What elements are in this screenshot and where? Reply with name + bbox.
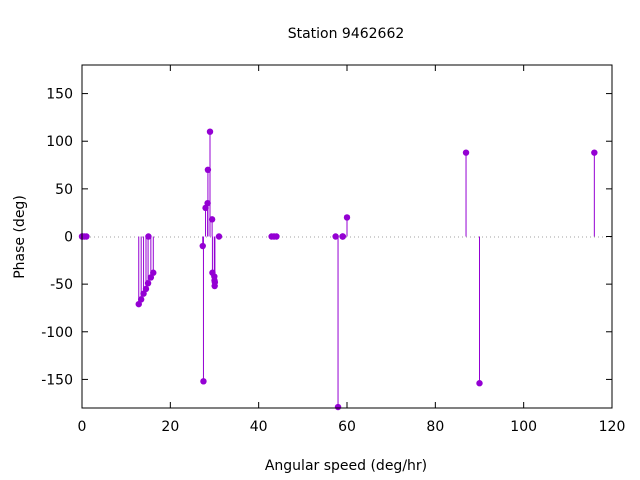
data-point — [476, 380, 483, 387]
y-tick-label: -50 — [50, 277, 73, 293]
data-point — [135, 300, 142, 308]
y-tick-label: 50 — [55, 182, 73, 198]
data-point — [208, 216, 216, 223]
data-point — [144, 279, 152, 287]
y-axis-label: Phase (deg) — [12, 195, 28, 279]
plot-frame — [81, 64, 613, 409]
x-axis-label: Angular speed (deg/hr) — [265, 458, 427, 474]
data-point — [204, 166, 212, 174]
x-tick-label: 80 — [426, 419, 444, 435]
data-point — [140, 290, 147, 297]
data-point — [147, 274, 155, 281]
data-point — [137, 296, 145, 303]
data-point — [204, 199, 211, 207]
axis-ticks: 0 20 40 60 80 100 120 -150 -100 -50 0 50 100 150 — [41, 65, 625, 435]
data-point — [83, 233, 90, 240]
data-point — [211, 279, 219, 286]
y-tick-label: -150 — [41, 372, 73, 388]
data-points — [78, 128, 598, 411]
y-tick-label: -100 — [41, 325, 73, 341]
y-tick-label: 0 — [64, 230, 73, 246]
y-tick-label: 100 — [46, 134, 73, 150]
x-tick-label: 120 — [599, 419, 626, 435]
x-tick-label: 40 — [250, 419, 268, 435]
data-point — [199, 242, 206, 250]
data-point — [339, 233, 347, 240]
data-point — [591, 149, 598, 156]
y-tick-label: 150 — [46, 87, 73, 103]
data-point — [145, 233, 152, 240]
x-tick-label: 0 — [78, 419, 87, 435]
data-point — [334, 403, 342, 411]
x-tick-label: 100 — [510, 419, 537, 435]
impulse-lines — [138, 131, 595, 408]
data-point — [150, 269, 157, 276]
data-point — [215, 233, 223, 240]
data-point — [206, 128, 214, 135]
x-tick-label: 20 — [161, 419, 179, 435]
data-point — [332, 233, 339, 240]
data-point — [273, 233, 280, 240]
data-point — [200, 378, 207, 385]
chart-title: Station 9462662 — [288, 26, 405, 42]
data-point — [343, 214, 351, 221]
x-tick-label: 60 — [338, 419, 356, 435]
data-point — [462, 149, 470, 156]
data-point — [142, 285, 150, 293]
